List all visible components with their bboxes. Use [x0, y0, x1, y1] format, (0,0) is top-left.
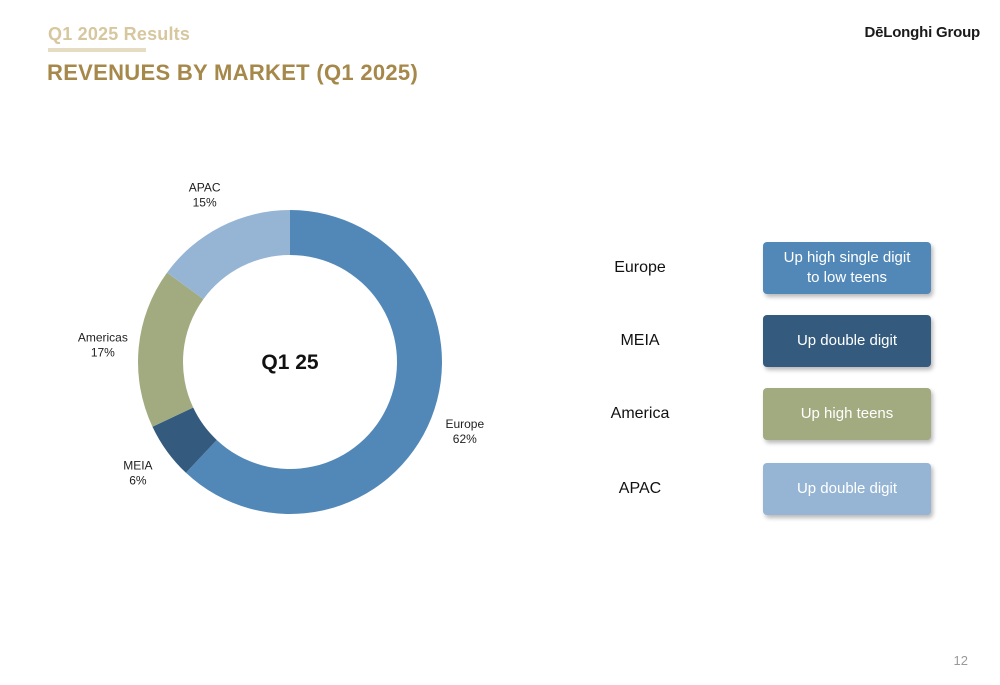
slice-label-meia: MEIA 6%: [123, 459, 152, 488]
donut-center-label: Q1 25: [261, 351, 319, 374]
growth-badge: Up double digit: [763, 463, 931, 515]
growth-row-america: America Up high teens: [560, 388, 940, 440]
growth-row-apac: APAC Up double digit: [560, 463, 940, 515]
growth-row-europe: Europe Up high single digit to low teens: [560, 242, 940, 294]
slice-label-europe: Europe 62%: [445, 417, 484, 446]
slice-label-americas: Americas 17%: [78, 330, 128, 359]
donut-slice-apac: [167, 210, 290, 300]
subtitle-underline: [48, 48, 146, 52]
page-title: REVENUES BY MARKET (Q1 2025): [47, 60, 419, 85]
region-name: America: [610, 405, 670, 422]
donut-slice-meia: [152, 407, 217, 473]
donut-slice-americas: [138, 272, 204, 427]
growth-badge: Up high teens: [763, 388, 931, 440]
brand-logo: DēLonghi Group: [864, 24, 980, 41]
region-name: MEIA: [620, 332, 660, 349]
growth-badge: Up high single digit to low teens: [763, 242, 931, 294]
page-number: 12: [953, 653, 968, 668]
revenue-donut-chart: Europe 62% MEIA 6% Americas 17% APAC 15% Q1 25: [78, 180, 484, 514]
donut-slice-europe: [185, 210, 443, 514]
growth-row-meia: MEIA Up double digit: [560, 315, 940, 367]
region-name: APAC: [618, 480, 662, 497]
slice-label-apac: APAC 15%: [189, 180, 221, 209]
section-subtitle: Q1 2025 Results: [48, 24, 191, 44]
growth-badge: Up double digit: [763, 315, 931, 367]
region-name: Europe: [614, 259, 666, 276]
